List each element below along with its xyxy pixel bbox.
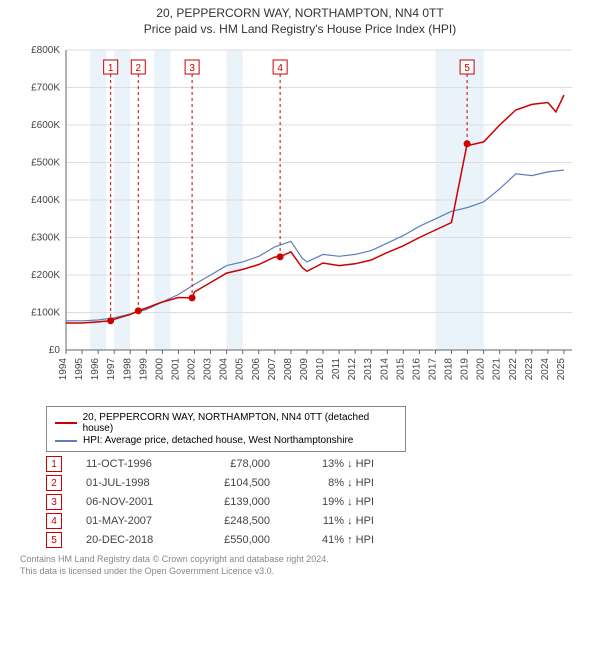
txn-date: 01-MAY-2007 (86, 515, 176, 527)
svg-text:£600K: £600K (31, 120, 60, 131)
svg-text:2011: 2011 (331, 358, 342, 380)
legend-swatch (55, 440, 77, 442)
svg-text:2015: 2015 (395, 358, 406, 381)
svg-text:2013: 2013 (363, 358, 374, 381)
svg-text:2014: 2014 (379, 358, 390, 381)
svg-text:2023: 2023 (524, 358, 535, 381)
svg-text:2008: 2008 (283, 358, 294, 381)
chart-plot: £0 £100K £200K £300K £400K £500K £600K £700K £80… (20, 40, 580, 400)
svg-text:2010: 2010 (315, 358, 326, 381)
svg-text:4: 4 (277, 63, 283, 74)
chart-title: 20, PEPPERCORN WAY, NORTHAMPTON, NN4 0TT (10, 6, 590, 20)
svg-text:1998: 1998 (122, 358, 133, 381)
svg-text:£100K: £100K (31, 308, 60, 319)
txn-marker: 4 (46, 513, 62, 529)
legend-box: 20, PEPPERCORN WAY, NORTHAMPTON, NN4 0TT… (46, 406, 406, 452)
svg-text:2005: 2005 (235, 358, 246, 381)
table-row: 4 01-MAY-2007 £248,500 11% ↓ HPI (46, 513, 580, 529)
title-block: 20, PEPPERCORN WAY, NORTHAMPTON, NN4 0TT… (10, 6, 590, 36)
svg-text:2020: 2020 (476, 358, 487, 381)
txn-price: £78,000 (200, 458, 270, 470)
table-row: 3 06-NOV-2001 £139,000 19% ↓ HPI (46, 494, 580, 510)
svg-text:5: 5 (464, 63, 470, 74)
svg-text:£700K: £700K (31, 83, 60, 94)
txn-date: 01-JUL-1998 (86, 477, 176, 489)
chart-svg: £0 £100K £200K £300K £400K £500K £600K £700K £80… (20, 40, 580, 400)
txn-price: £139,000 (200, 496, 270, 508)
svg-text:3: 3 (189, 63, 195, 74)
svg-text:2022: 2022 (508, 358, 519, 381)
svg-text:2018: 2018 (444, 358, 455, 381)
svg-text:1994: 1994 (58, 358, 69, 381)
svg-text:1996: 1996 (90, 358, 101, 381)
txn-marker: 3 (46, 494, 62, 510)
svg-text:2012: 2012 (347, 358, 358, 381)
svg-text:2025: 2025 (556, 358, 567, 381)
txn-price: £550,000 (200, 534, 270, 546)
svg-text:2016: 2016 (411, 358, 422, 381)
txn-date: 20-DEC-2018 (86, 534, 176, 546)
svg-text:£0: £0 (49, 345, 61, 356)
legend-item: HPI: Average price, detached house, West… (55, 435, 397, 446)
table-row: 2 01-JUL-1998 £104,500 8% ↓ HPI (46, 475, 580, 491)
txn-price: £104,500 (200, 477, 270, 489)
footer-line-1: Contains HM Land Registry data © Crown c… (20, 554, 580, 566)
legend-swatch (55, 422, 77, 424)
footer-attribution: Contains HM Land Registry data © Crown c… (20, 554, 580, 577)
svg-text:2: 2 (136, 63, 142, 74)
svg-text:2019: 2019 (460, 358, 471, 381)
txn-delta: 8% ↓ HPI (294, 477, 374, 489)
svg-text:£200K: £200K (31, 270, 60, 281)
legend-label: 20, PEPPERCORN WAY, NORTHAMPTON, NN4 0TT… (83, 412, 397, 434)
svg-text:2004: 2004 (219, 358, 230, 381)
chart-container: 20, PEPPERCORN WAY, NORTHAMPTON, NN4 0TT… (0, 0, 600, 583)
transaction-table: 1 11-OCT-1996 £78,000 13% ↓ HPI 2 01-JUL-1998… (46, 456, 580, 548)
svg-text:£800K: £800K (31, 45, 60, 56)
svg-text:£300K: £300K (31, 233, 60, 244)
svg-text:2006: 2006 (251, 358, 262, 381)
svg-text:1: 1 (108, 63, 114, 74)
legend-label: HPI: Average price, detached house, West… (83, 435, 353, 446)
txn-delta: 13% ↓ HPI (294, 458, 374, 470)
svg-text:2009: 2009 (299, 358, 310, 381)
svg-text:2007: 2007 (267, 358, 278, 381)
txn-date: 06-NOV-2001 (86, 496, 176, 508)
table-row: 5 20-DEC-2018 £550,000 41% ↑ HPI (46, 532, 580, 548)
txn-marker: 5 (46, 532, 62, 548)
svg-text:2017: 2017 (427, 358, 438, 381)
table-row: 1 11-OCT-1996 £78,000 13% ↓ HPI (46, 456, 580, 472)
svg-text:£400K: £400K (31, 195, 60, 206)
svg-text:2002: 2002 (187, 358, 198, 381)
txn-delta: 19% ↓ HPI (294, 496, 374, 508)
txn-marker: 1 (46, 456, 62, 472)
footer-line-2: This data is licensed under the Open Gov… (20, 566, 580, 578)
txn-delta: 11% ↓ HPI (294, 515, 374, 527)
txn-date: 11-OCT-1996 (86, 458, 176, 470)
svg-text:2000: 2000 (154, 358, 165, 381)
svg-text:1997: 1997 (106, 358, 117, 381)
txn-price: £248,500 (200, 515, 270, 527)
svg-text:2021: 2021 (492, 358, 503, 381)
chart-subtitle: Price paid vs. HM Land Registry's House … (10, 22, 590, 36)
svg-text:2001: 2001 (170, 358, 181, 381)
svg-text:1999: 1999 (138, 358, 149, 381)
svg-text:2003: 2003 (203, 358, 214, 381)
txn-delta: 41% ↑ HPI (294, 534, 374, 546)
svg-text:£500K: £500K (31, 158, 60, 169)
svg-text:1995: 1995 (74, 358, 85, 381)
legend-item: 20, PEPPERCORN WAY, NORTHAMPTON, NN4 0TT… (55, 412, 397, 434)
txn-marker: 2 (46, 475, 62, 491)
svg-text:2024: 2024 (540, 358, 551, 381)
